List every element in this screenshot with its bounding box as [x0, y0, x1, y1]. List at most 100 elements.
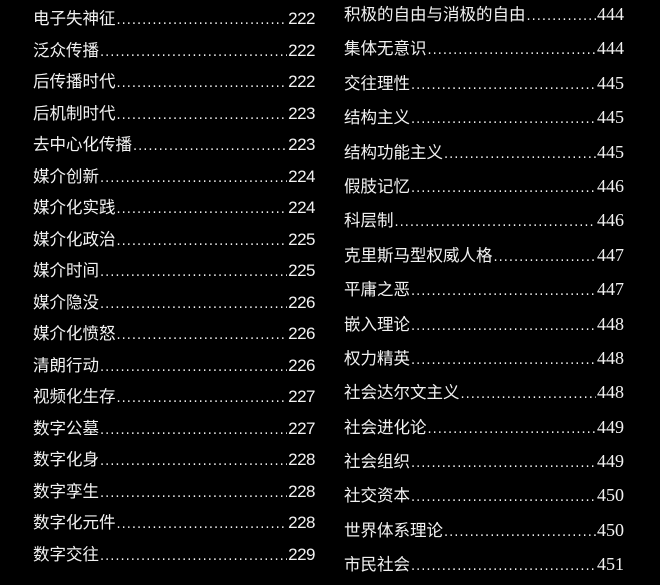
page-number: 224: [288, 166, 315, 186]
dot-leader: [100, 289, 287, 321]
index-entry: 权力精英 448: [344, 341, 624, 375]
index-term: 权力精英: [344, 348, 410, 368]
dot-leader: [100, 415, 287, 447]
dot-leader: [527, 0, 597, 34]
page-number: 226: [288, 355, 315, 375]
dot-leader: [411, 69, 596, 103]
page-number: 227: [288, 418, 315, 438]
index-entry: 社会组织 449: [344, 444, 624, 478]
dot-leader: [411, 103, 596, 137]
index-entry: 克里斯马型权威人格 447: [344, 238, 624, 272]
index-entry: 结构功能主义 445: [344, 135, 624, 169]
index-term: 科层制: [344, 211, 394, 231]
index-entry: 数字化身 228: [33, 444, 315, 476]
index-term: 后机制时代: [33, 103, 116, 123]
index-entry: 社会进化论 449: [344, 410, 624, 444]
dot-leader: [411, 447, 596, 481]
dot-leader: [100, 446, 287, 478]
index-term: 媒介时间: [33, 261, 99, 280]
index-entry: 泛众传播 222: [33, 35, 315, 67]
dot-leader: [117, 509, 288, 541]
dot-leader: [444, 516, 596, 550]
index-term: 世界体系理论: [344, 520, 443, 540]
index-entry: 后机制时代 223: [33, 98, 315, 130]
dot-leader: [117, 383, 288, 415]
index-term: 克里斯马型权威人格: [344, 245, 493, 265]
index-entry: 数字交往 229: [33, 539, 315, 571]
index-entry: 电子失神征 222: [33, 3, 315, 35]
index-term: 数字公墓: [33, 418, 99, 438]
index-entry: 媒介时间 225: [33, 255, 315, 287]
page-number: 448: [597, 347, 624, 368]
page-number: 449: [597, 451, 624, 472]
dot-leader: [117, 68, 288, 100]
dot-leader: [117, 194, 288, 226]
index-entry: 媒介化政治 225: [33, 224, 315, 256]
dot-leader: [411, 172, 596, 206]
index-term: 去中心化传播: [33, 135, 132, 154]
index-term: 媒介化愤怒: [33, 324, 116, 343]
page-number: 445: [597, 141, 624, 162]
index-term: 市民社会: [344, 555, 410, 575]
index-term: 数字交往: [33, 544, 99, 564]
page-number: 444: [597, 38, 624, 59]
index-term: 社会组织: [344, 452, 410, 472]
index-term: 数字化元件: [33, 513, 116, 532]
index-term: 平庸之恶: [344, 280, 410, 300]
page-number: 228: [288, 481, 315, 501]
index-entry: 社交资本 450: [344, 478, 624, 512]
index-entry: 媒介隐没 226: [33, 287, 315, 319]
index-term: 交往理性: [344, 73, 410, 93]
page-number: 223: [288, 103, 315, 123]
index-term: 社交资本: [344, 486, 410, 506]
index-term: 数字孪生: [33, 481, 99, 501]
dot-leader: [461, 378, 597, 412]
page-number: 225: [288, 229, 315, 249]
index-entry: 视频化生存 227: [33, 381, 315, 413]
index-entry: 后传播时代 222: [33, 66, 315, 98]
index-term: 泛众传播: [33, 40, 99, 60]
index-entry: 世界体系理论 450: [344, 513, 624, 547]
index-term: 媒介隐没: [33, 292, 99, 312]
page-number: 227: [288, 387, 315, 406]
index-term: 数字化身: [33, 450, 99, 469]
index-term: 结构主义: [344, 108, 410, 128]
index-entry: 社会达尔文主义 448: [344, 375, 624, 409]
index-entry: 假肢记忆 446: [344, 169, 624, 203]
index-term: 电子失神征: [33, 9, 116, 28]
dot-leader: [411, 275, 596, 309]
page-number: 448: [597, 382, 624, 403]
index-term: 嵌入理论: [344, 314, 410, 334]
page-number: 223: [288, 135, 315, 154]
page-number: 226: [288, 324, 315, 343]
dot-leader: [100, 163, 287, 195]
dot-leader: [411, 481, 596, 515]
page-number: 229: [288, 544, 315, 564]
dot-leader: [395, 206, 597, 240]
page-number: 450: [597, 485, 624, 506]
dot-leader: [133, 131, 287, 163]
dot-leader: [100, 541, 287, 573]
dot-leader: [100, 478, 287, 510]
dot-leader: [117, 320, 288, 352]
index-term: 媒介化政治: [33, 229, 116, 249]
index-term: 清朗行动: [33, 355, 99, 375]
dot-leader: [100, 352, 287, 384]
page-number: 451: [597, 554, 624, 575]
page-number: 222: [288, 40, 315, 60]
index-term: 社会进化论: [344, 417, 427, 437]
dot-leader: [100, 37, 287, 69]
page-number: 446: [597, 175, 624, 196]
index-entry: 媒介化愤怒 226: [33, 318, 315, 350]
page-number: 447: [597, 244, 624, 265]
index-entry: 积极的自由与消极的自由 444: [344, 0, 624, 31]
index-term: 集体无意识: [344, 39, 427, 59]
index-entry: 交往理性 445: [344, 66, 624, 100]
page-number: 448: [597, 313, 624, 334]
index-entry: 清朗行动 226: [33, 350, 315, 382]
index-term: 媒介创新: [33, 166, 99, 186]
index-entry: 去中心化传播 223: [33, 129, 315, 161]
dot-leader: [411, 550, 596, 584]
index-term: 假肢记忆: [344, 176, 410, 196]
page-number: 228: [288, 513, 315, 532]
